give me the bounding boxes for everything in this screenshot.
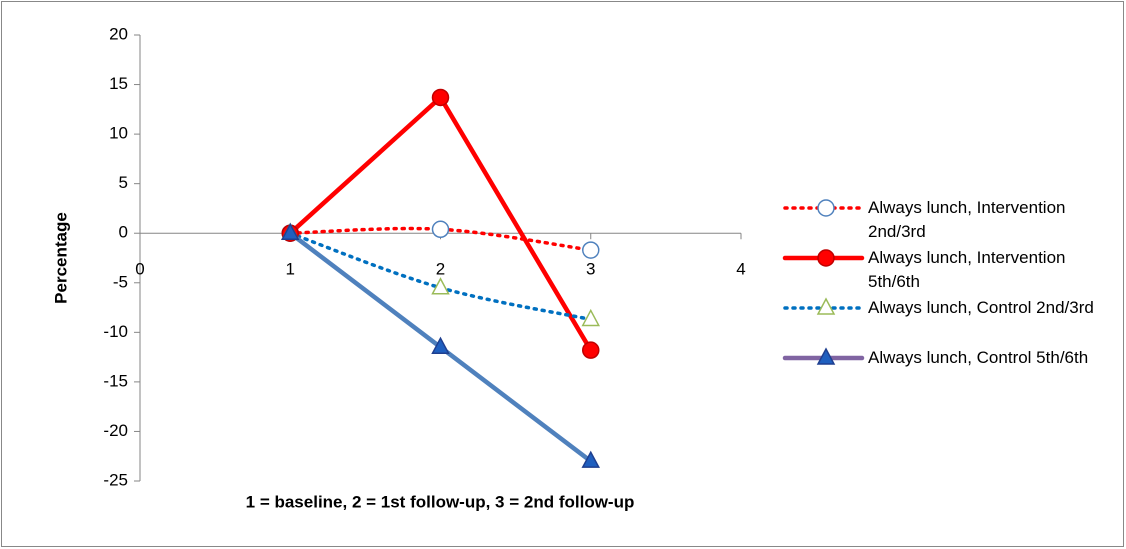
y-tick-label: -10 xyxy=(103,322,128,341)
x-tick-label: 3 xyxy=(586,260,595,279)
marker xyxy=(581,450,600,468)
legend-label: Always lunch, Intervention 5th/6th xyxy=(868,248,1066,291)
x-tick-label: 2 xyxy=(436,260,445,279)
y-tick-label: 10 xyxy=(109,124,128,143)
x-tick-label: 1 xyxy=(286,260,295,279)
marker xyxy=(582,341,600,359)
marker xyxy=(582,241,600,259)
x-axis-title: 1 = baseline, 2 = 1st follow-up, 3 = 2nd… xyxy=(246,492,635,511)
marker xyxy=(816,347,836,365)
marker xyxy=(431,277,450,295)
legend-label: Always lunch, Intervention 2nd/3rd xyxy=(868,198,1066,241)
marker xyxy=(431,336,450,354)
legend-label: Always lunch, Control 2nd/3rd xyxy=(868,298,1094,317)
x-tick-label: 4 xyxy=(736,260,745,279)
marker xyxy=(281,222,300,240)
marker xyxy=(817,199,835,217)
y-tick-label: 15 xyxy=(109,74,128,93)
y-axis-title: Percentage xyxy=(51,212,70,304)
y-tick-label: 0 xyxy=(119,223,128,242)
x-tick-label: 0 xyxy=(135,260,144,279)
marker xyxy=(581,308,600,327)
marker xyxy=(816,297,836,315)
marker xyxy=(817,249,835,267)
legend-label: Always lunch, Control 5th/6th xyxy=(868,348,1089,367)
marker xyxy=(431,220,450,239)
y-tick-label: 5 xyxy=(119,173,128,192)
y-tick-label: -25 xyxy=(103,470,128,489)
marker xyxy=(431,88,450,107)
y-tick-label: -15 xyxy=(103,371,128,390)
y-tick-label: -20 xyxy=(103,421,128,440)
y-tick-label: 20 xyxy=(109,24,128,43)
y-tick-label: -5 xyxy=(113,272,128,291)
